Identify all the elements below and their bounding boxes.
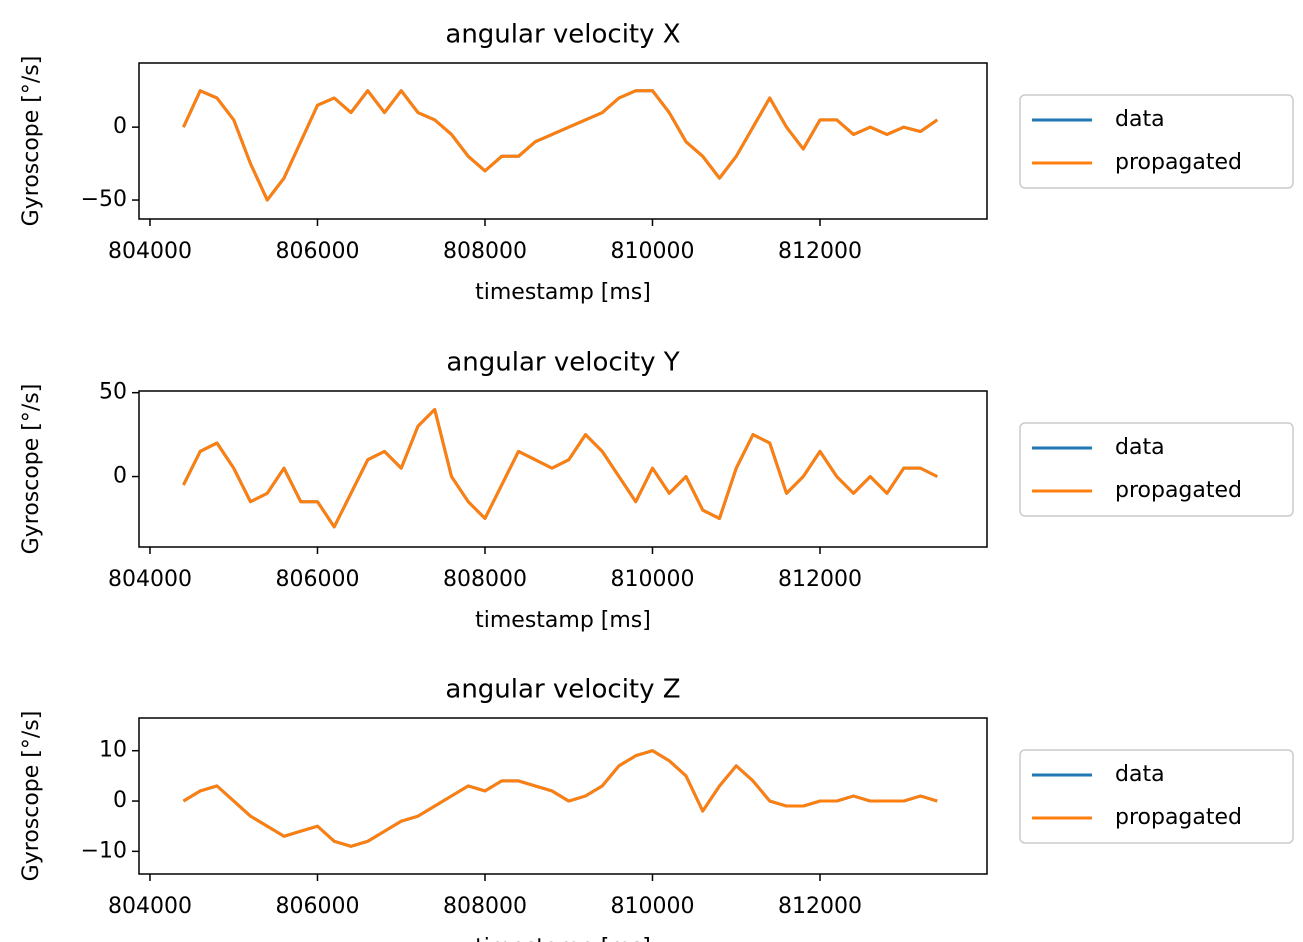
x-tick-label: 804000 (108, 894, 192, 919)
y-tick-label: 0 (113, 788, 127, 813)
plot-frame (138, 390, 988, 548)
chart-title: angular velocity X (445, 20, 680, 50)
x-tick-label: 804000 (108, 567, 192, 592)
legend-box (1019, 749, 1294, 844)
y-tick-label: 50 (99, 380, 127, 405)
y-axis-label: Gyroscope [°/s] (19, 56, 44, 227)
legend-label: data (1115, 107, 1165, 132)
data-line (182, 407, 938, 529)
y-tick-label: 10 (99, 738, 127, 763)
legend-label: data (1115, 435, 1165, 460)
x-tick-label: 804000 (108, 239, 192, 264)
y-tick-label: −10 (81, 838, 127, 863)
plot-frame (138, 62, 988, 220)
data-line (182, 89, 939, 202)
data-line (182, 89, 939, 202)
data-line (182, 407, 938, 529)
x-tick-label: 808000 (443, 894, 527, 919)
y-axis-label: Gyroscope [°/s] (19, 384, 44, 555)
plot-frame (138, 717, 988, 875)
x-tick-label: 806000 (275, 567, 359, 592)
x-tick-label: 812000 (778, 894, 862, 919)
y-tick-label: −50 (81, 187, 127, 212)
x-tick-label: 810000 (610, 567, 694, 592)
x-tick-label: 806000 (275, 894, 359, 919)
x-tick-label: 808000 (443, 567, 527, 592)
x-tick-label: 808000 (443, 239, 527, 264)
legend-label: propagated (1115, 805, 1242, 830)
y-tick-label: 0 (113, 464, 127, 489)
y-tick-label: 0 (113, 114, 127, 139)
y-axis-label: Gyroscope [°/s] (19, 711, 44, 882)
x-axis-label: timestamp [ms] (475, 280, 651, 305)
x-tick-label: 812000 (778, 239, 862, 264)
chart-title: angular velocity Z (445, 675, 680, 705)
data-line (182, 749, 938, 848)
chart-title: angular velocity Y (446, 348, 679, 378)
legend-box (1019, 422, 1294, 517)
x-tick-label: 810000 (610, 239, 694, 264)
legend-label: data (1115, 762, 1165, 787)
x-tick-label: 812000 (778, 567, 862, 592)
x-axis-label: timestamp [ms] (475, 935, 651, 942)
legend-label: propagated (1115, 478, 1242, 503)
x-axis-label: timestamp [ms] (475, 608, 651, 633)
legend-box (1019, 94, 1294, 189)
x-tick-label: 810000 (610, 894, 694, 919)
legend-label: propagated (1115, 150, 1242, 175)
x-tick-label: 806000 (275, 239, 359, 264)
